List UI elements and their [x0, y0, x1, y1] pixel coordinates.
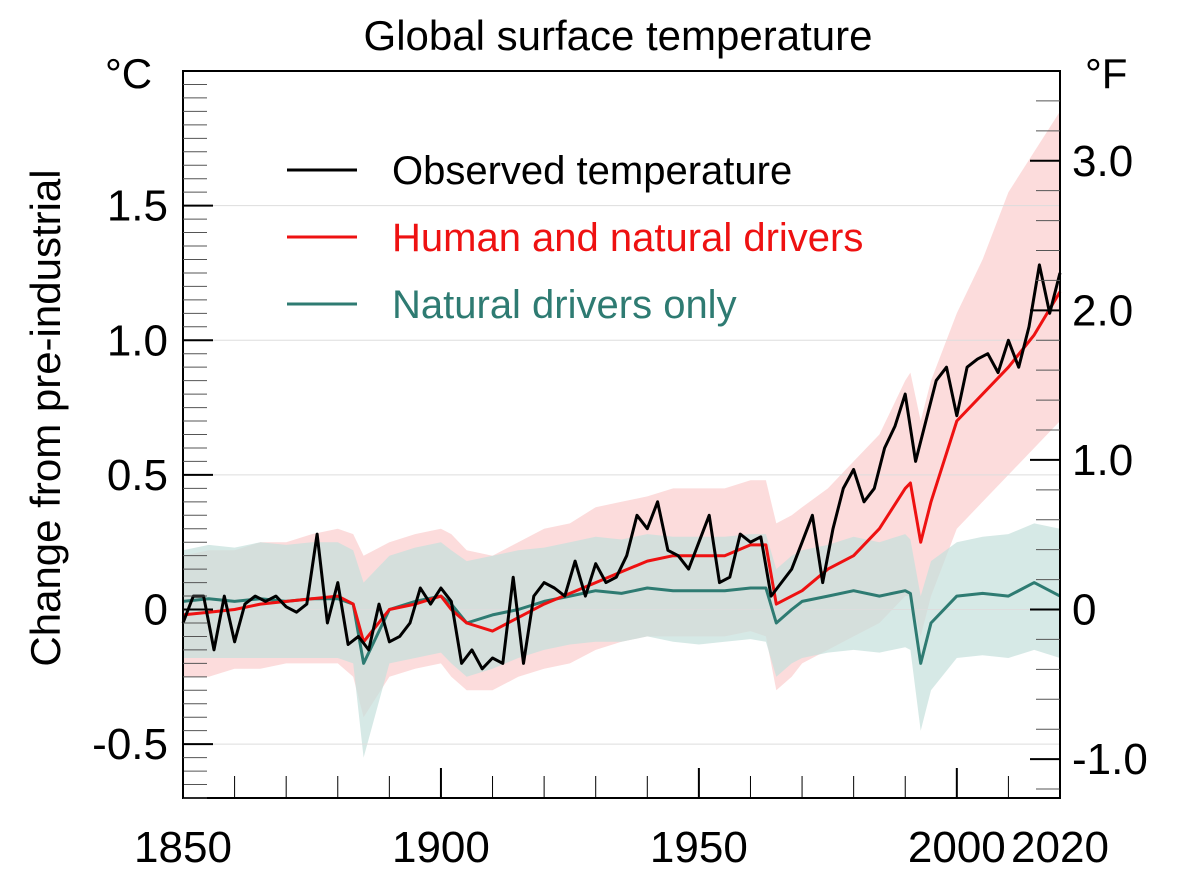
line-observed: [181, 263, 1062, 671]
y-tick-label-left: 0: [144, 586, 168, 635]
y-tick-label-right: -1.0: [1072, 735, 1148, 784]
gridlines: [183, 205, 1060, 745]
x-tick-label: 2000: [908, 823, 1006, 872]
uncertainty-bands: [183, 111, 1060, 758]
y-tick-label-right: 3.0: [1072, 137, 1133, 186]
x-tick-label: 1950: [650, 823, 748, 872]
band-natural: [183, 523, 1060, 758]
legend-label-observed: Observed temperature: [392, 149, 792, 193]
y-unit-left: °C: [105, 50, 152, 97]
y-axis-label: Change from pre-industrial: [22, 169, 69, 666]
axes: -0.5 0 0.5 1.0 1.5 -1.0 0 1.0 2.0 3.0 1850 1900 1950…: [92, 70, 1148, 872]
line-human-natural: [182, 291, 1062, 644]
x-tick-label: 1850: [134, 823, 232, 872]
legend-label-natural: Natural drivers only: [392, 283, 737, 327]
legend-label-human-natural: Human and natural drivers: [392, 216, 863, 260]
y-tick-label-right: 0: [1072, 586, 1096, 635]
y-tick-label-left: 1.5: [107, 182, 168, 231]
y-tick-label-right: 1.0: [1072, 436, 1133, 485]
y-tick-label-left: 1.0: [107, 316, 168, 365]
y-unit-right: °F: [1085, 50, 1127, 97]
x-tick-label: 2020: [1011, 823, 1109, 872]
y-tick-label-right: 2.0: [1072, 286, 1133, 335]
series-lines: [181, 263, 1062, 671]
y-tick-label-left: -0.5: [92, 720, 168, 769]
legend: Observed temperature Human and natural d…: [287, 149, 863, 327]
y-tick-label-left: 0.5: [107, 451, 168, 500]
x-tick-label: 1900: [392, 823, 490, 872]
chart-title: Global surface temperature: [364, 12, 873, 59]
